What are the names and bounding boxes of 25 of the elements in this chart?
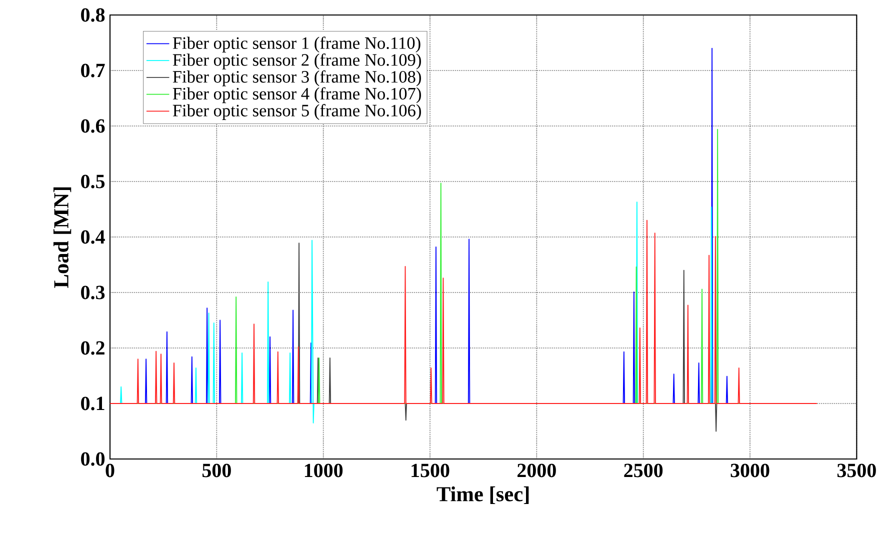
legend-label: Fiber optic sensor 5 (frame No.106): [172, 104, 421, 120]
y-tick-label: 0.5: [81, 174, 105, 188]
legend-label: Fiber optic sensor 2 (frame No.109): [172, 53, 421, 70]
x-tick-label: 1500: [412, 464, 450, 478]
y-axis-title: Load [MN]: [53, 187, 72, 288]
y-tick-label: 0.2: [81, 341, 104, 355]
legend-label: Fiber optic sensor 4 (frame No.107): [172, 87, 421, 104]
legend-label: Fiber optic sensor 3 (frame No.108): [172, 70, 421, 86]
y-tick-label: 0.0: [81, 452, 105, 466]
y-tick-label: 0.7: [81, 64, 105, 78]
x-tick-label: 3000: [730, 464, 770, 478]
y-tick-label: 0.4: [81, 230, 105, 244]
x-tick-label: 0: [106, 464, 114, 478]
y-tick-label: 0.8: [81, 8, 105, 22]
x-tick-label: 2000: [518, 464, 556, 478]
y-tick-label: 0.3: [81, 286, 105, 300]
y-tick-label: 0.6: [81, 119, 105, 133]
x-axis-title: Time [sec]: [436, 486, 529, 504]
y-tick-label: 0.1: [81, 396, 104, 410]
x-tick-label: 500: [202, 464, 231, 478]
x-tick-label: 2500: [624, 464, 663, 478]
x-tick-label: 1000: [304, 464, 343, 478]
legend-label: Fiber optic sensor 1 (frame No.110): [172, 36, 420, 52]
line-series: [110, 220, 818, 404]
x-tick-label: 3500: [837, 464, 876, 478]
